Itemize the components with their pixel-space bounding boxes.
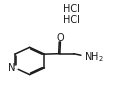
Text: N: N xyxy=(8,63,15,73)
Text: NH$_2$: NH$_2$ xyxy=(84,50,103,64)
Text: HCl: HCl xyxy=(63,4,80,14)
Text: HCl: HCl xyxy=(63,15,80,25)
Text: O: O xyxy=(56,33,64,43)
